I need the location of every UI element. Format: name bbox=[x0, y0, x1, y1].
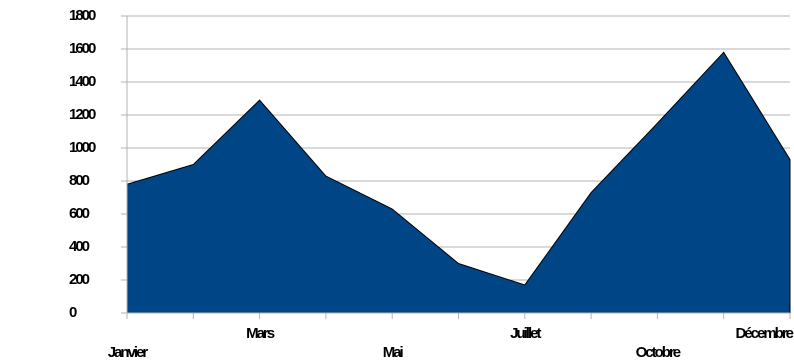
y-tick-label: 800 bbox=[69, 172, 90, 189]
x-tick-label: Octobre bbox=[636, 344, 681, 361]
y-tick-label: 1600 bbox=[69, 40, 96, 57]
x-tick-label: Décembre bbox=[735, 325, 793, 342]
y-tick-label: 600 bbox=[69, 205, 90, 222]
y-tick-label: 400 bbox=[69, 238, 90, 255]
y-tick-label: 1000 bbox=[69, 139, 96, 156]
x-tick-label: Juillet bbox=[510, 325, 541, 342]
y-tick-label: 200 bbox=[69, 271, 90, 288]
x-tick-label: Mai bbox=[383, 344, 404, 361]
x-tick-label: Mars bbox=[246, 325, 275, 342]
y-tick-label: 1800 bbox=[69, 7, 96, 24]
y-tick-label: 1200 bbox=[69, 106, 96, 123]
y-tick-label: 0 bbox=[69, 304, 77, 321]
y-tick-label: 1400 bbox=[69, 73, 96, 90]
x-tick-label: Janvier bbox=[108, 344, 149, 361]
area bbox=[126, 51, 791, 314]
